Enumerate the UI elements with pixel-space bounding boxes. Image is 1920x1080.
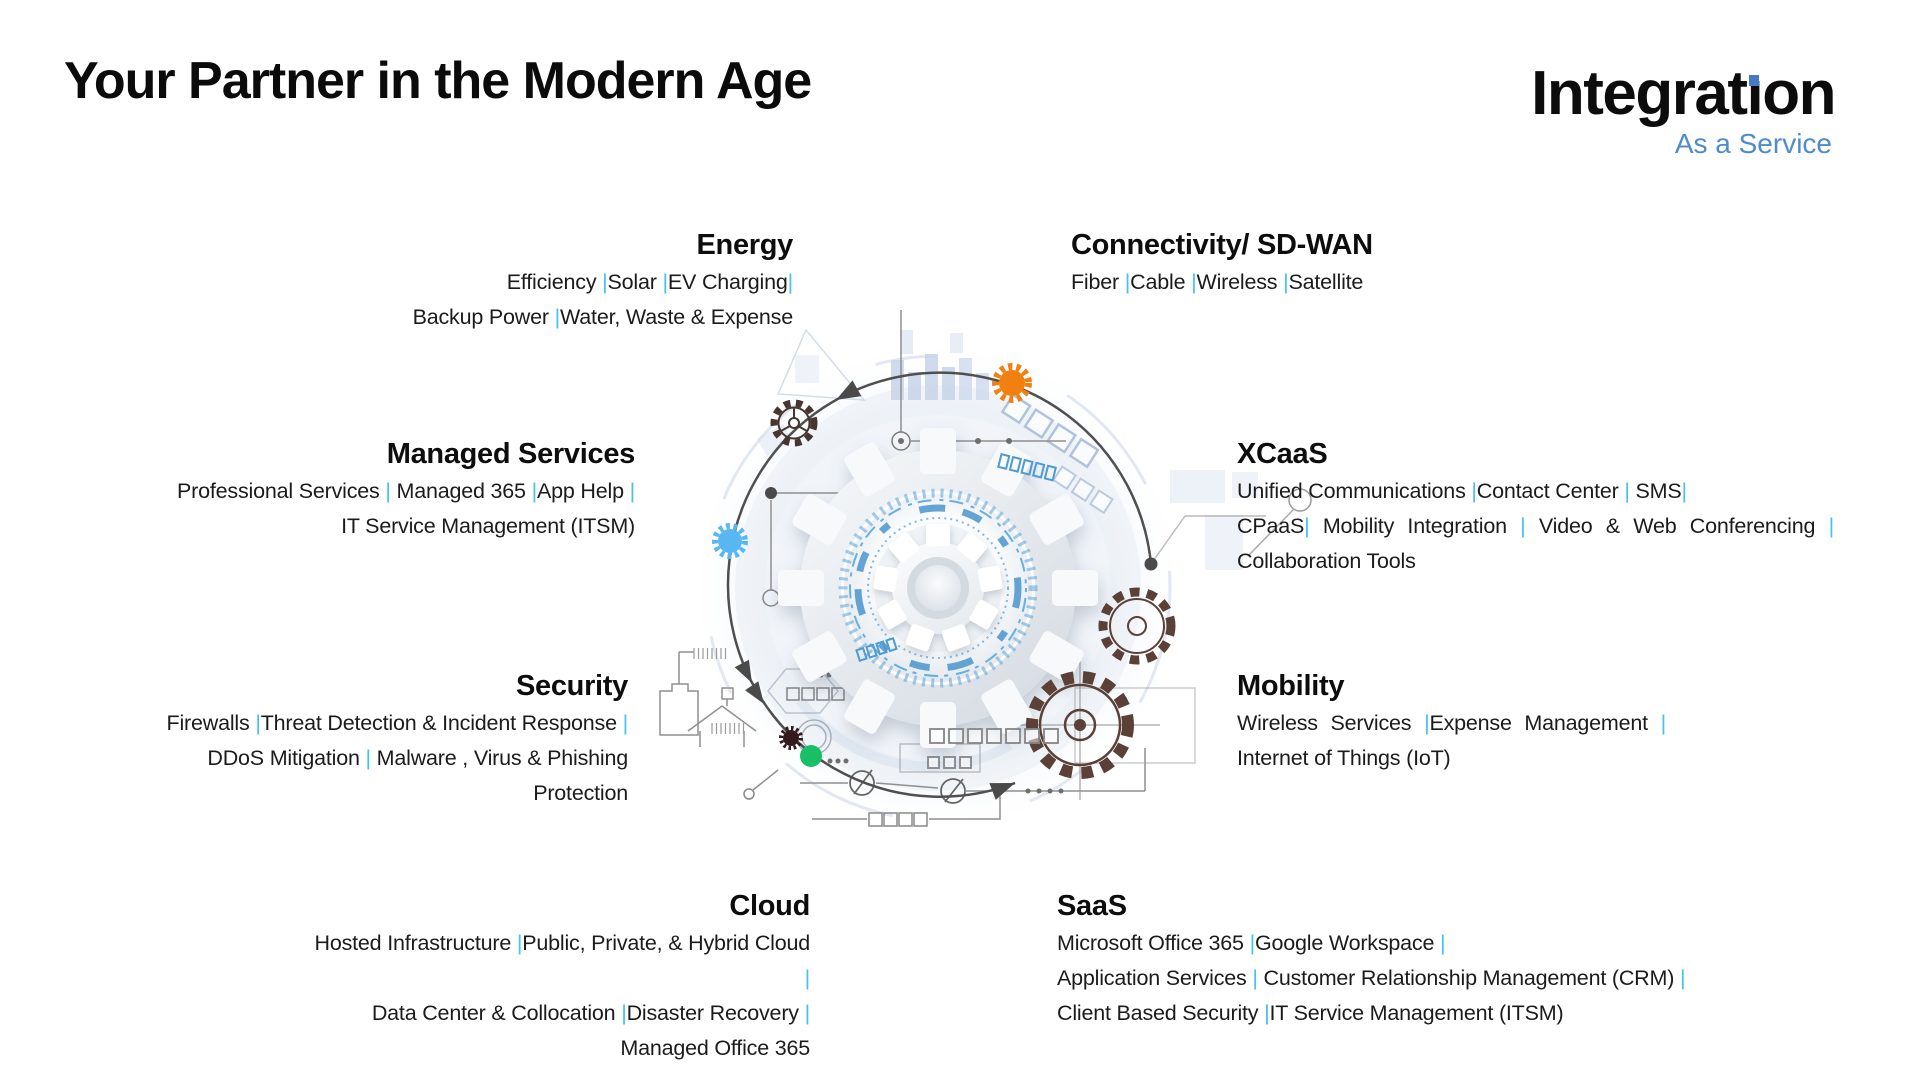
logo-wordmark: Integratı on (1531, 59, 1836, 128)
pipe-separator: | (602, 270, 608, 294)
arc-node (765, 487, 777, 499)
logo-text-left: Integrat (1531, 59, 1748, 128)
cycle-arrow-icon (734, 380, 1015, 800)
pipe-separator: | (629, 479, 636, 503)
section-heading: Energy (696, 229, 793, 261)
service-line: Backup Power |Water, Waste & Expense (412, 305, 794, 329)
arc-node (1144, 557, 1158, 571)
page-title: Your Partner in the Modern Age (64, 52, 812, 110)
pipe-separator: | (554, 305, 561, 329)
pipe-separator: | (622, 711, 629, 735)
service-line: Efficiency |Solar |EV Charging| (506, 270, 794, 294)
service-line: Data Center & Collocation |Disaster Reco… (371, 1001, 811, 1025)
section-xcaas: XCaaS Unified Communications |Contact Cen… (1237, 436, 1834, 579)
logo-tagline: As a Service (1674, 128, 1832, 159)
service-line: Microsoft Office 365 |Google Workspace | (1057, 931, 1446, 955)
pipe-separator: | (1264, 1001, 1270, 1025)
service-line: Hosted Infrastructure |Public, Private, … (314, 931, 816, 990)
pipe-separator: | (1624, 479, 1630, 503)
service-line: Wireless Services |Expense Management | (1237, 711, 1667, 735)
service-line: Client Based Security |IT Service Manage… (1057, 1001, 1564, 1025)
pipe-separator: | (1679, 966, 1686, 990)
green-node-icon (800, 745, 822, 767)
pipe-separator: | (787, 270, 794, 294)
pipe-separator: | (531, 479, 538, 503)
logo-letter-i: ı (1746, 59, 1764, 128)
cycle-arc (726, 371, 1158, 800)
pipe-separator: | (1424, 711, 1430, 735)
pipe-separator: | (1681, 479, 1688, 503)
main-gear (778, 428, 1098, 748)
section-heading: Cloud (729, 890, 810, 922)
service-line: Application Services | Customer Relation… (1057, 966, 1686, 990)
gears-illustration (659, 310, 1312, 840)
service-line: Internet of Things (IoT) (1237, 746, 1451, 770)
blue-circuit-ring (838, 452, 1058, 688)
pipe-separator: | (1252, 966, 1258, 990)
section-heading: Mobility (1237, 670, 1345, 702)
logo: Integratı on As a Service (1531, 59, 1836, 160)
orange-gear-icon (992, 363, 1032, 403)
section-heading: SaaS (1057, 890, 1127, 922)
service-line: Managed Office 365 (620, 1036, 810, 1060)
digital-square-chain (927, 728, 1059, 769)
service-line: Collaboration Tools (1237, 549, 1416, 573)
pipe-separator: | (1471, 479, 1477, 503)
section-cloud: Cloud Hosted Infrastructure |Public, Priv… (309, 888, 816, 1066)
pipe-separator: | (255, 711, 261, 735)
logo-blue-dot-icon (1748, 75, 1759, 86)
section-saas: SaaS Microsoft Office 365 |Google Workspa… (1057, 888, 1757, 1031)
pipe-separator: | (385, 479, 391, 503)
section-energy: Energy Efficiency |Solar |EV Charging| Bac… (293, 227, 794, 335)
pipe-separator: | (1304, 514, 1310, 538)
pipe-separator: | (1520, 514, 1526, 538)
pipe-separator: | (1440, 931, 1446, 955)
service-line: Unified Communications |Contact Center |… (1237, 479, 1688, 503)
pipe-separator: | (662, 270, 669, 294)
pipe-separator: | (804, 1001, 811, 1025)
pipe-separator: | (1283, 270, 1289, 294)
section-heading: Connectivity/ SD-WAN (1071, 229, 1373, 261)
pipe-separator: | (365, 746, 372, 770)
pipe-separator: | (1828, 514, 1835, 538)
outline-gear-icon (770, 399, 818, 447)
pipe-separator: | (1660, 711, 1667, 735)
circuit-traces (659, 310, 1312, 827)
service-line: Firewalls |Threat Detection & Incident R… (166, 711, 629, 735)
pipe-separator: | (1124, 270, 1131, 294)
section-mobility: Mobility Wireless Services |Expense Manag… (1237, 668, 1666, 776)
service-line: Professional Services | Managed 365 |App… (177, 479, 636, 503)
section-heading: Managed Services (386, 438, 636, 470)
blue-gear-icon (712, 523, 748, 559)
section-connectivity: Connectivity/ SD-WAN Fiber |Cable |Wirele… (1071, 227, 1531, 300)
section-security: Security Firewalls |Threat Detection & In… (127, 668, 634, 811)
brown-gear-icon (1098, 587, 1176, 665)
brown-gear-large-icon (1026, 671, 1134, 779)
pipe-separator: | (1249, 931, 1256, 955)
pipe-separator: | (516, 931, 523, 955)
pipe-separator: | (1191, 270, 1197, 294)
section-heading: XCaaS (1237, 438, 1328, 470)
section-heading: Security (515, 670, 628, 702)
service-line: DDoS Mitigation | Malware , Virus & Phis… (207, 746, 634, 805)
pipe-separator: | (621, 1001, 627, 1025)
service-line: CPaaS| Mobility Integration | Video & We… (1237, 514, 1835, 538)
pipe-separator: | (804, 966, 811, 990)
section-managed: Managed Services Professional Services | … (135, 436, 635, 544)
maroon-gear-icon (779, 726, 803, 750)
service-line: IT Service Management (ITSM) (341, 514, 635, 538)
logo-text-right: on (1762, 59, 1836, 128)
service-line: Fiber |Cable |Wireless |Satellite (1071, 270, 1364, 294)
